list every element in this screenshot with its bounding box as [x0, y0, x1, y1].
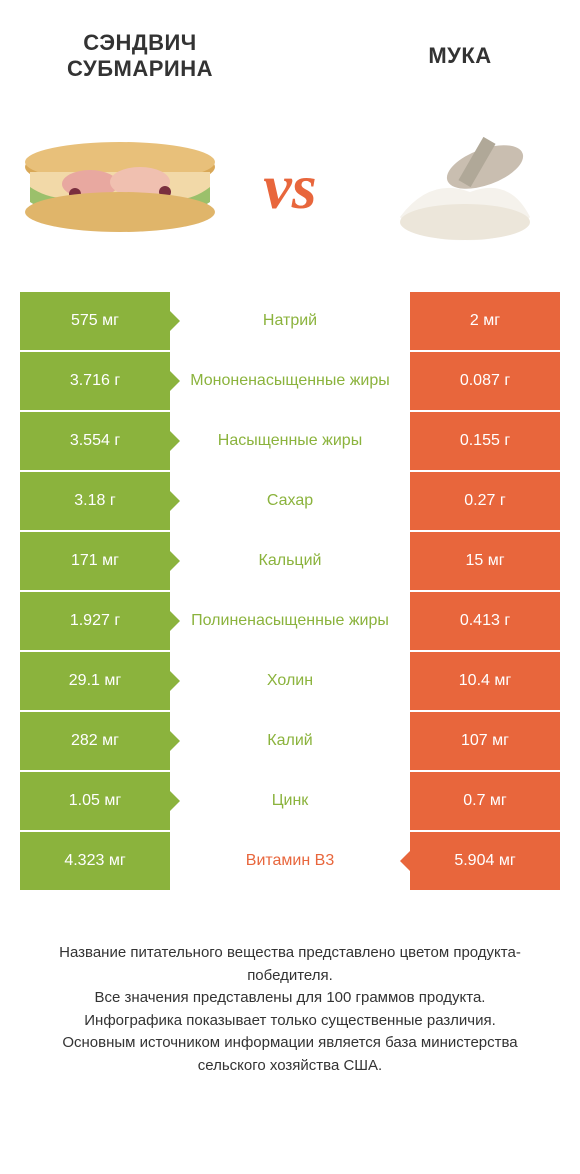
nutrient-label: Сахар — [170, 472, 410, 530]
right-value: 0.413 г — [410, 592, 560, 650]
nutrient-label: Калий — [170, 712, 410, 770]
left-value: 3.18 г — [20, 472, 170, 530]
titles-row: СЭНДВИЧ СУБМАРИНА МУКА — [0, 0, 580, 92]
nutrient-label: Витамин B3 — [170, 832, 410, 890]
left-value: 29.1 мг — [20, 652, 170, 710]
flour-image — [360, 117, 560, 257]
footer-line: Основным источником информации является … — [30, 1032, 550, 1077]
right-product-title: МУКА — [380, 30, 540, 82]
right-value: 10.4 мг — [410, 652, 560, 710]
right-value: 0.7 мг — [410, 772, 560, 830]
nutrient-label: Кальций — [170, 532, 410, 590]
nutrient-label: Холин — [170, 652, 410, 710]
nutrient-label: Натрий — [170, 292, 410, 350]
table-row: 1.927 гПолиненасыщенные жиры0.413 г — [20, 592, 560, 650]
vs-label: vs — [263, 150, 316, 224]
table-row: 3.18 гСахар0.27 г — [20, 472, 560, 530]
right-value: 0.27 г — [410, 472, 560, 530]
table-row: 3.554 гНасыщенные жиры0.155 г — [20, 412, 560, 470]
table-row: 282 мгКалий107 мг — [20, 712, 560, 770]
left-value: 1.05 мг — [20, 772, 170, 830]
comparison-table: 575 мгНатрий2 мг3.716 гМононенасыщенные … — [0, 292, 580, 890]
right-value: 5.904 мг — [410, 832, 560, 890]
right-value: 0.087 г — [410, 352, 560, 410]
left-product-title: СЭНДВИЧ СУБМАРИНА — [40, 30, 240, 82]
table-row: 3.716 гМононенасыщенные жиры0.087 г — [20, 352, 560, 410]
footer-line: Название питательного вещества представл… — [30, 942, 550, 987]
right-value: 0.155 г — [410, 412, 560, 470]
nutrient-label: Мононенасыщенные жиры — [170, 352, 410, 410]
footer-notes: Название питательного вещества представл… — [0, 892, 580, 1097]
sandwich-image — [20, 117, 220, 257]
footer-line: Все значения представлены для 100 граммо… — [30, 987, 550, 1010]
table-row: 4.323 мгВитамин B35.904 мг — [20, 832, 560, 890]
nutrient-label: Полиненасыщенные жиры — [170, 592, 410, 650]
right-value: 15 мг — [410, 532, 560, 590]
right-value: 2 мг — [410, 292, 560, 350]
footer-line: Инфографика показывает только существенн… — [30, 1010, 550, 1033]
nutrient-label: Цинк — [170, 772, 410, 830]
table-row: 1.05 мгЦинк0.7 мг — [20, 772, 560, 830]
nutrient-label: Насыщенные жиры — [170, 412, 410, 470]
table-row: 575 мгНатрий2 мг — [20, 292, 560, 350]
left-value: 4.323 мг — [20, 832, 170, 890]
left-value: 575 мг — [20, 292, 170, 350]
left-value: 3.554 г — [20, 412, 170, 470]
left-value: 171 мг — [20, 532, 170, 590]
left-value: 282 мг — [20, 712, 170, 770]
images-row: vs — [0, 92, 580, 292]
left-value: 1.927 г — [20, 592, 170, 650]
table-row: 29.1 мгХолин10.4 мг — [20, 652, 560, 710]
left-value: 3.716 г — [20, 352, 170, 410]
table-row: 171 мгКальций15 мг — [20, 532, 560, 590]
right-value: 107 мг — [410, 712, 560, 770]
